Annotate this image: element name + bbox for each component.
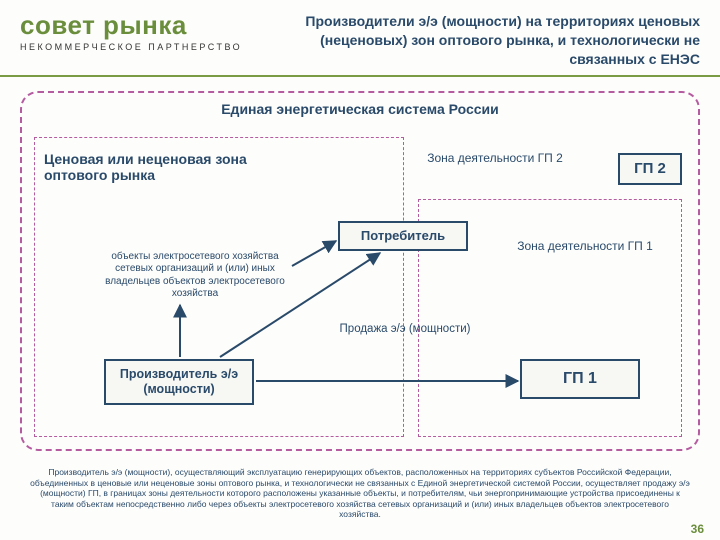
page-number: 36 bbox=[691, 522, 704, 536]
consumer-box: Потребитель bbox=[338, 221, 468, 251]
gp2-box: ГП 2 bbox=[618, 153, 682, 185]
network-objects-text: объекты электросетевого хозяйства сетевы… bbox=[100, 251, 290, 301]
logo-main: совет рынка bbox=[20, 12, 242, 38]
header: совет рынка НЕКОММЕРЧЕСКОЕ ПАРТНЕРСТВО П… bbox=[0, 0, 720, 77]
slide-title: Производители э/э (мощности) на территор… bbox=[242, 12, 700, 69]
diagram: Единая энергетическая система России Цен… bbox=[20, 91, 700, 451]
footnote: Производитель э/э (мощности), осуществля… bbox=[30, 467, 690, 520]
gp1-zone-label: Зона деятельности ГП 1 bbox=[500, 239, 670, 253]
logo-sub: НЕКОММЕРЧЕСКОЕ ПАРТНЕРСТВО bbox=[20, 42, 242, 52]
logo: совет рынка НЕКОММЕРЧЕСКОЕ ПАРТНЕРСТВО bbox=[20, 12, 242, 52]
left-zone-label: Ценовая или неценовая зона оптового рынк… bbox=[44, 151, 264, 183]
sale-label: Продажа э/э (мощности) bbox=[320, 323, 490, 335]
outer-title: Единая энергетическая система России bbox=[20, 101, 700, 117]
gp2-zone-label: Зона деятельности ГП 2 bbox=[415, 151, 575, 165]
producer-box: Производитель э/э (мощности) bbox=[104, 359, 254, 405]
gp1-box: ГП 1 bbox=[520, 359, 640, 399]
